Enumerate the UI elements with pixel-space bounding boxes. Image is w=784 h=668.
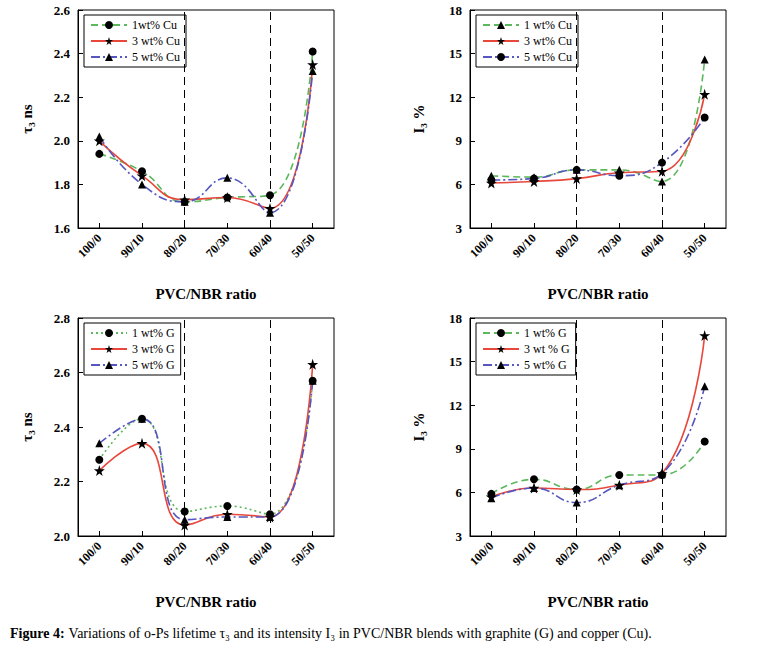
svg-text:100/0: 100/0 [75, 539, 104, 568]
svg-text:70/30: 70/30 [595, 231, 624, 260]
svg-text:1wt% Cu: 1wt% Cu [132, 18, 177, 32]
svg-text:80/20: 80/20 [552, 539, 581, 568]
svg-text:90/10: 90/10 [118, 539, 147, 568]
svg-text:PVC/NBR ratio: PVC/NBR ratio [155, 286, 256, 302]
svg-text:70/30: 70/30 [595, 539, 624, 568]
svg-text:PVC/NBR ratio: PVC/NBR ratio [155, 594, 256, 610]
svg-text:5 wt% G: 5 wt% G [132, 358, 175, 372]
svg-text:90/10: 90/10 [118, 231, 147, 260]
svg-text:1.6: 1.6 [54, 221, 71, 236]
svg-text:18: 18 [449, 3, 463, 18]
svg-text:15: 15 [449, 354, 463, 369]
svg-text:50/50: 50/50 [680, 231, 709, 260]
svg-text:6: 6 [456, 177, 463, 192]
svg-text:3 wt% Cu: 3 wt% Cu [524, 34, 572, 48]
svg-text:70/30: 70/30 [203, 231, 232, 260]
svg-text:τ₃ ns: τ₃ ns [19, 412, 35, 442]
svg-text:90/10: 90/10 [510, 539, 539, 568]
svg-text:12: 12 [449, 90, 462, 105]
svg-text:2.0: 2.0 [54, 133, 70, 148]
svg-text:PVC/NBR ratio: PVC/NBR ratio [547, 286, 648, 302]
svg-text:2.6: 2.6 [54, 365, 71, 380]
svg-text:τ₃ ns: τ₃ ns [19, 104, 35, 134]
svg-text:50/50: 50/50 [288, 231, 317, 260]
svg-text:60/40: 60/40 [638, 539, 667, 568]
svg-text:60/40: 60/40 [246, 539, 275, 568]
svg-text:6: 6 [456, 485, 463, 500]
svg-text:1 wt% Cu: 1 wt% Cu [524, 18, 572, 32]
svg-text:80/20: 80/20 [160, 231, 189, 260]
svg-text:15: 15 [449, 46, 463, 61]
svg-text:3 wt % G: 3 wt % G [524, 342, 570, 356]
html-text:Figure 4: Variations of o-Ps l: Figure 4: Variations of o-Ps lifetime τ₃… [10, 626, 652, 641]
svg-text:12: 12 [449, 398, 462, 413]
svg-text:2.4: 2.4 [54, 46, 71, 61]
svg-text:1.8: 1.8 [54, 177, 71, 192]
svg-text:3 wt% G: 3 wt% G [132, 342, 175, 356]
svg-text:3: 3 [456, 529, 463, 544]
svg-text:3: 3 [456, 221, 463, 236]
svg-text:PVC/NBR ratio: PVC/NBR ratio [547, 594, 648, 610]
svg-text:50/50: 50/50 [680, 539, 709, 568]
svg-text:50/50: 50/50 [288, 539, 317, 568]
svg-text:2.2: 2.2 [54, 90, 70, 105]
svg-text:80/20: 80/20 [552, 231, 581, 260]
svg-text:1 wt% G: 1 wt% G [524, 326, 567, 340]
svg-text:I₃ %: I₃ % [411, 412, 427, 441]
svg-text:2.0: 2.0 [54, 529, 70, 544]
svg-text:80/20: 80/20 [160, 539, 189, 568]
svg-text:5 wt% Cu: 5 wt% Cu [524, 50, 572, 64]
svg-text:9: 9 [456, 441, 463, 456]
svg-text:2.2: 2.2 [54, 474, 70, 489]
svg-text:2.6: 2.6 [54, 3, 71, 18]
svg-text:1 wt% G: 1 wt% G [132, 326, 175, 340]
svg-text:70/30: 70/30 [203, 539, 232, 568]
svg-text:60/40: 60/40 [246, 231, 275, 260]
svg-text:3 wt% Cu: 3 wt% Cu [132, 34, 180, 48]
svg-text:18: 18 [449, 311, 463, 326]
svg-text:2.4: 2.4 [54, 420, 71, 435]
svg-text:5 wt% G: 5 wt% G [524, 358, 567, 372]
svg-text:90/10: 90/10 [510, 231, 539, 260]
svg-text:9: 9 [456, 133, 463, 148]
svg-text:100/0: 100/0 [75, 231, 104, 260]
svg-text:2.8: 2.8 [54, 311, 71, 326]
svg-text:100/0: 100/0 [467, 231, 496, 260]
svg-text:I₃ %: I₃ % [411, 104, 427, 133]
svg-text:100/0: 100/0 [467, 539, 496, 568]
svg-text:60/40: 60/40 [638, 231, 667, 260]
svg-text:5 wt% Cu: 5 wt% Cu [132, 50, 180, 64]
